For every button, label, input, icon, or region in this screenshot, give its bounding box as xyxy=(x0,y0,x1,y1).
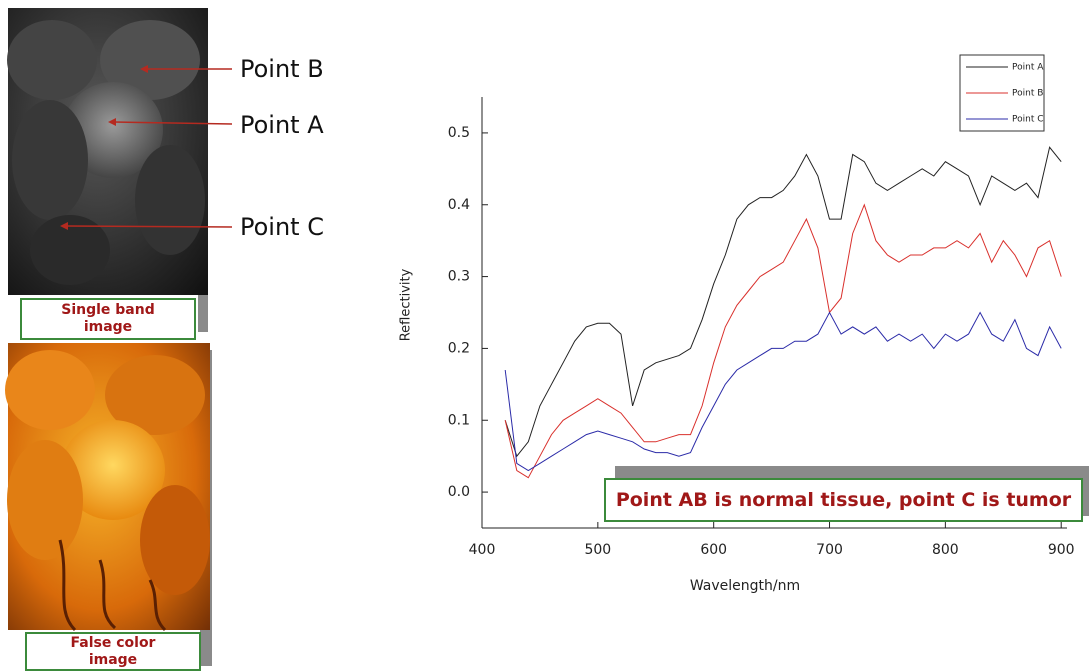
image-caption: False color image xyxy=(25,632,201,671)
legend-label: Point C xyxy=(1012,115,1044,125)
x-tick-label: 600 xyxy=(700,542,727,558)
point-arrows xyxy=(60,65,233,230)
x-axis-title: Wavelength/nm xyxy=(690,578,800,594)
annotation: Point AB is normal tissue, point C is tu… xyxy=(604,478,1083,522)
series-line xyxy=(504,203,1062,479)
y-tick-label: 0.5 xyxy=(448,125,470,141)
legend-label: Point B xyxy=(1012,89,1043,99)
image-caption: Single band image xyxy=(20,298,196,340)
point-label: Point B xyxy=(240,55,324,83)
y-tick-label: 0.1 xyxy=(448,412,470,428)
x-tick-label: 500 xyxy=(584,542,611,558)
x-tick-label: 900 xyxy=(1048,542,1075,558)
line-chart: 400 500 600 700 800 900 0.0 0.1 0.2 0.3 0.4 0.5 Wave… xyxy=(399,54,1075,594)
false-color-image xyxy=(5,343,212,666)
y-tick-label: 0.4 xyxy=(448,197,470,213)
series-line xyxy=(504,146,1062,458)
single-band-image xyxy=(7,8,208,332)
x-tick-label: 800 xyxy=(932,542,959,558)
point-label: Point C xyxy=(240,213,324,241)
y-tick-label: 0.2 xyxy=(448,340,470,356)
point-label: Point A xyxy=(240,111,324,139)
legend-label: Point A xyxy=(1012,63,1044,73)
x-tick-label: 400 xyxy=(469,542,496,558)
y-tick-label: 0.3 xyxy=(448,269,470,285)
y-axis-title: Reflectivity xyxy=(399,268,414,341)
series-line xyxy=(504,311,1062,472)
y-tick-label: 0.0 xyxy=(448,484,470,500)
x-tick-label: 700 xyxy=(816,542,843,558)
